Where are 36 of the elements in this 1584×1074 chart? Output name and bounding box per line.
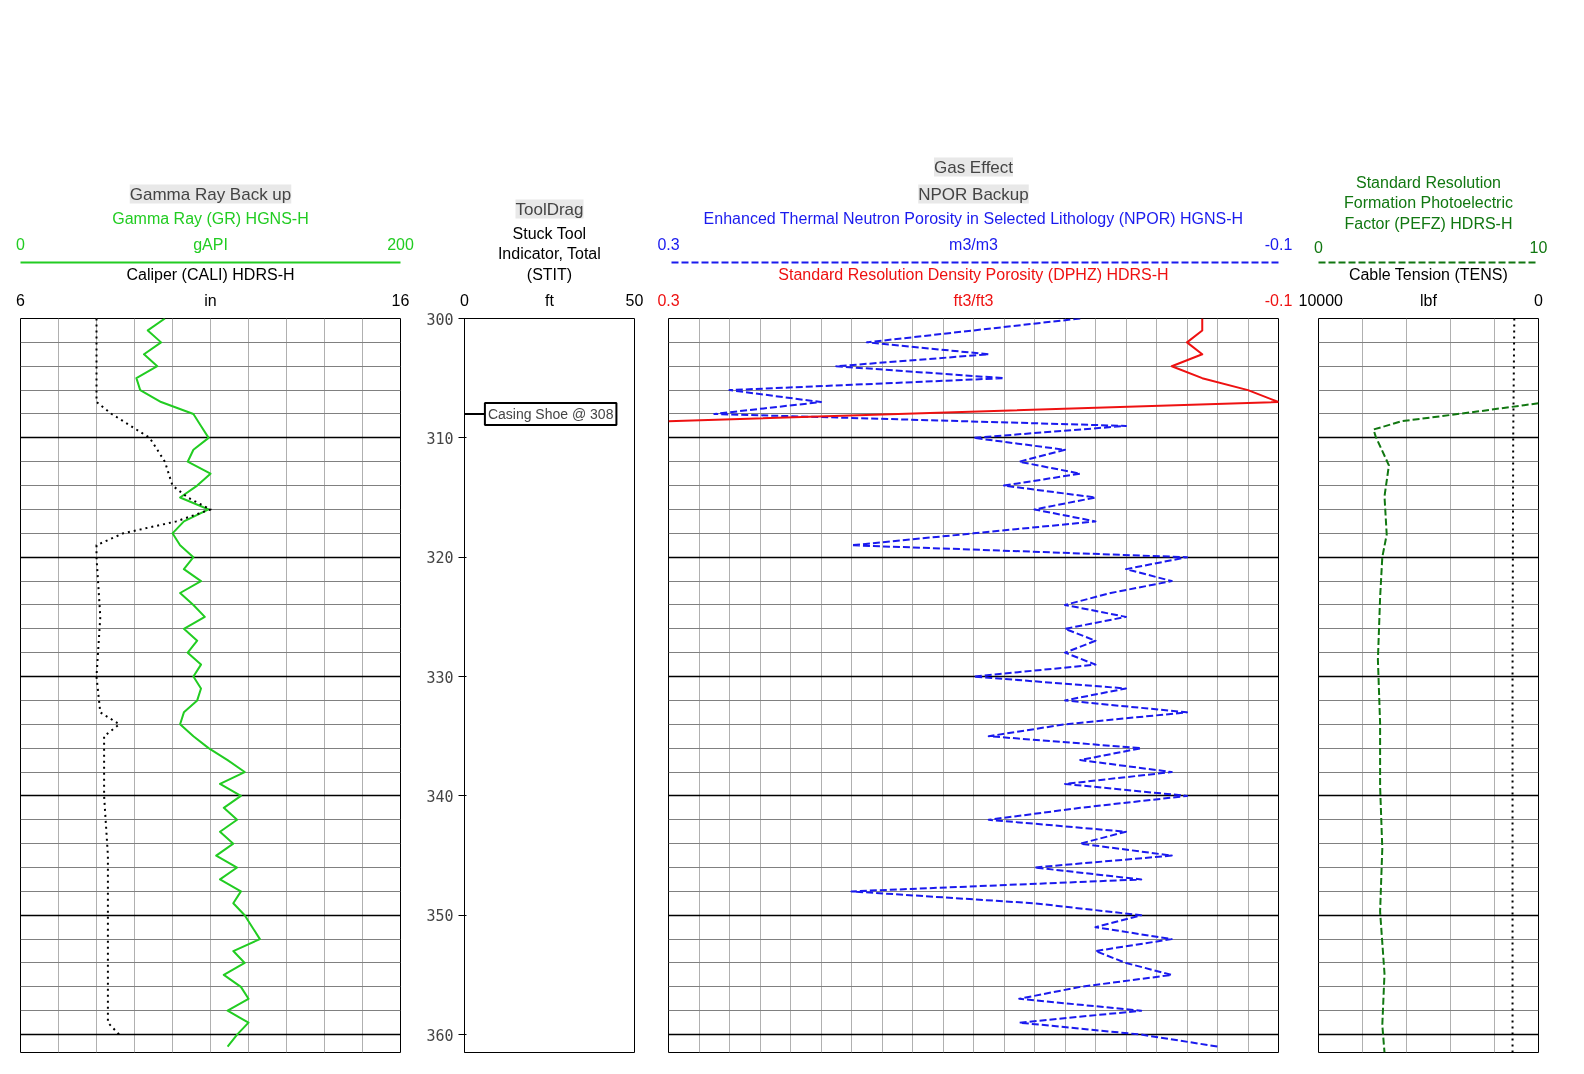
x-axis-title: Stuck Tool Indicator, Total (STIT): [497, 224, 601, 283]
x-tick-label: m3/m3: [949, 235, 999, 253]
y-tick-label: 310: [426, 429, 454, 448]
x2-tick-label: 10000: [1298, 291, 1344, 309]
ref-line-label: Casing Shoe @ 308: [487, 405, 614, 422]
x-tick-label: 0: [1314, 238, 1324, 256]
x-tick-label: 50: [625, 291, 644, 309]
y-tick-label: 300: [426, 310, 454, 329]
text: Caliper (CALI) HDRS-H: [126, 265, 295, 283]
text: Gamma Ray (GR) HGNS-H: [112, 209, 309, 227]
x-tick-label: 0.3: [657, 235, 680, 253]
text: Enhanced Thermal Neutron Porosity in Selected Lithology (NPOR) HGNS-H: [703, 209, 1244, 227]
x2-tick-label: 6: [16, 291, 26, 309]
x-tick-label: gAPI: [193, 235, 228, 253]
text: Gamma Ray Back up: [129, 184, 292, 204]
y-tick-label: 320: [426, 549, 454, 568]
x-tick-label: 0: [16, 235, 26, 253]
y-tick-label: 340: [426, 787, 454, 806]
x2-tick-label: 16: [391, 291, 410, 309]
x-tick-label: 200: [387, 235, 414, 253]
text: NPOR Backup: [918, 184, 1029, 204]
x-tick-label: -0.1: [1264, 235, 1293, 253]
text: Standard Resolution Formation Photoelectric Factor (PEFZ) HDRS-H: [1344, 173, 1513, 232]
y-tick-label: 350: [426, 907, 454, 926]
x-tick-label: 0: [460, 291, 470, 309]
x-tick-label: 10: [1529, 238, 1548, 256]
x2-tick-label: lbf: [1420, 291, 1438, 309]
x-tick-label: ft: [545, 291, 555, 309]
text: Cable Tension (TENS): [1348, 265, 1508, 283]
y-tick-label: 330: [426, 668, 454, 687]
y-tick-label: 360: [426, 1026, 454, 1045]
text: Standard Resolution Density Porosity (DPHZ) HDRS-H: [778, 265, 1169, 283]
text: Gas Effect: [933, 157, 1014, 177]
x2-tick-label: ft3/ft3: [953, 291, 994, 309]
x2-tick-label: in: [204, 291, 217, 309]
text: ToolDrag: [515, 199, 584, 219]
